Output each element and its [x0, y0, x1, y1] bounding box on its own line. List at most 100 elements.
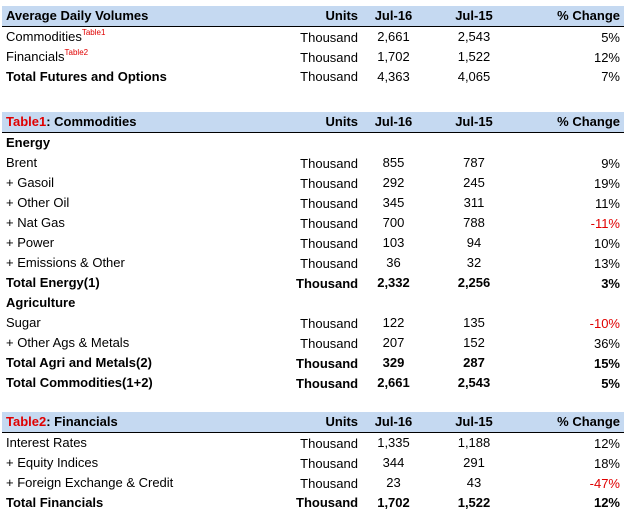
header-units: Units [292, 112, 362, 133]
units-cell: Thousand [300, 436, 358, 451]
jul15-cell: 787 [463, 154, 485, 170]
table-row: + Emissions & Other Thousand 36 32 13% [2, 252, 624, 272]
section-row: Energy [2, 132, 624, 152]
row-label: + Power [6, 234, 55, 250]
pct-cell: -11% [590, 216, 620, 231]
jul16-cell: 1,702 [377, 48, 410, 64]
jul16-cell: 23 [386, 474, 401, 490]
pct-cell: 12% [593, 494, 620, 510]
header-jul15: Jul-15 [425, 412, 523, 433]
header-jul15: Jul-15 [425, 112, 523, 133]
jul16-cell: 2,332 [377, 274, 410, 290]
units-cell: Thousand [300, 316, 358, 331]
row-label: Total Futures and Options [6, 68, 167, 84]
pct-cell: 10% [593, 236, 620, 251]
units-cell: Thousand [300, 456, 358, 471]
financials-header-row: Table2: Financials Units Jul-16 Jul-15 %… [2, 412, 624, 433]
table-row: + Other Ags & Metals Thousand 207 152 36… [2, 332, 624, 352]
table-ref-note: Table1 [81, 27, 106, 37]
table-title: : Financials [46, 414, 118, 430]
jul16-cell: 329 [382, 354, 405, 370]
row-label: + Emissions & Other [6, 254, 125, 270]
table-row: + Nat Gas Thousand 700 788 -11% [2, 212, 624, 232]
jul16-cell: 345 [382, 194, 405, 210]
units-cell: Thousand [300, 196, 358, 211]
jul15-cell: 135 [463, 314, 485, 330]
units-cell: Thousand [300, 336, 358, 351]
grand-total-row: Total Commodities(1+2) Thousand 2,661 2,… [2, 372, 624, 392]
row-label: + Other Oil [6, 194, 70, 210]
pct-cell: 5% [601, 376, 620, 391]
table-prefix: Table2 [6, 414, 47, 430]
row-label: Total Financials [6, 494, 104, 510]
header-pct-change: % Change [523, 112, 624, 133]
jul16-cell: 700 [382, 214, 405, 230]
jul16-cell: 292 [382, 174, 405, 190]
row-label: + Other Ags & Metals [6, 334, 130, 350]
table-row: + Equity Indices Thousand 344 291 18% [2, 452, 624, 472]
pct-cell: 13% [593, 256, 620, 271]
row-label: Total Energy(1) [6, 274, 100, 290]
units-cell: Thousand [300, 476, 358, 491]
units-cell: Thousand [300, 216, 358, 231]
pct-cell: 5% [601, 30, 620, 45]
row-name: CommoditiesTable1 [2, 26, 292, 46]
row-name: FinancialsTable2 [2, 46, 292, 66]
pct-cell: 7% [601, 68, 620, 84]
table-row: + Gasoil Thousand 292 245 19% [2, 172, 624, 192]
jul15-cell: 1,522 [457, 48, 491, 64]
jul16-cell: 2,661 [377, 374, 410, 390]
table-row: Brent Thousand 855 787 9% [2, 152, 624, 172]
jul15-cell: 32 [466, 254, 482, 270]
row-label: Total Agri and Metals(2) [6, 354, 152, 370]
jul15-cell: 152 [463, 334, 485, 350]
header-jul15: Jul-15 [425, 6, 523, 27]
table-row: + Other Oil Thousand 345 311 11% [2, 192, 624, 212]
header-jul16: Jul-16 [362, 412, 425, 433]
jul16-cell: 855 [382, 154, 405, 170]
pct-cell: 3% [601, 276, 620, 291]
table-row: Sugar Thousand 122 135 -10% [2, 312, 624, 332]
commodities-header-row: Table1: Commodities Units Jul-16 Jul-15 … [2, 112, 624, 133]
jul15-cell: 2,256 [457, 274, 491, 290]
row-label: Interest Rates [6, 434, 87, 450]
jul15-cell: 788 [463, 214, 485, 230]
section-label-energy: Energy [6, 134, 51, 150]
pct-cell: 11% [594, 196, 620, 211]
commodities-table: Table1: Commodities Units Jul-16 Jul-15 … [2, 112, 624, 392]
units-cell: Thousand [300, 176, 358, 191]
units-cell: Thousand [300, 256, 358, 271]
units-cell: Thousand [296, 276, 359, 291]
jul16-cell: 207 [382, 334, 405, 350]
jul16-cell: 4,363 [377, 68, 410, 84]
pct-cell: 18% [593, 456, 620, 471]
table-row: Interest Rates Thousand 1,335 1,188 12% [2, 432, 624, 452]
header-units: Units [292, 6, 362, 27]
section-row: Agriculture [2, 292, 624, 312]
section-label-agriculture: Agriculture [6, 294, 76, 310]
pct-cell: 12% [593, 50, 620, 65]
summary-table: Average Daily Volumes Units Jul-16 Jul-1… [2, 6, 624, 86]
table-title: : Commodities [46, 114, 137, 130]
table-ref-note: Table2 [64, 47, 89, 57]
jul15-cell: 2,543 [457, 374, 491, 390]
total-row: Total Financials Thousand 1,702 1,522 12… [2, 492, 624, 512]
table-row: CommoditiesTable1 Thousand 2,661 2,543 5… [2, 26, 624, 46]
jul15-cell: 245 [463, 174, 485, 190]
jul16-cell: 2,661 [377, 28, 410, 44]
row-label: Brent [6, 154, 38, 170]
jul15-cell: 43 [466, 474, 482, 490]
table-row: + Power Thousand 103 94 10% [2, 232, 624, 252]
jul16-cell: 344 [382, 454, 405, 470]
jul16-cell: 1,702 [377, 494, 410, 510]
row-label: Financials [6, 48, 65, 64]
row-label: Sugar [6, 314, 41, 330]
jul15-cell: 311 [463, 194, 485, 210]
total-row: Total Agri and Metals(2) Thousand 329 28… [2, 352, 624, 372]
jul15-cell: 1,188 [457, 434, 491, 450]
jul15-cell: 291 [463, 454, 485, 470]
pct-cell: 19% [593, 176, 620, 191]
row-label: + Foreign Exchange & Credit [6, 474, 174, 490]
pct-cell: 36% [593, 336, 620, 351]
units-cell: Thousand [296, 494, 359, 510]
